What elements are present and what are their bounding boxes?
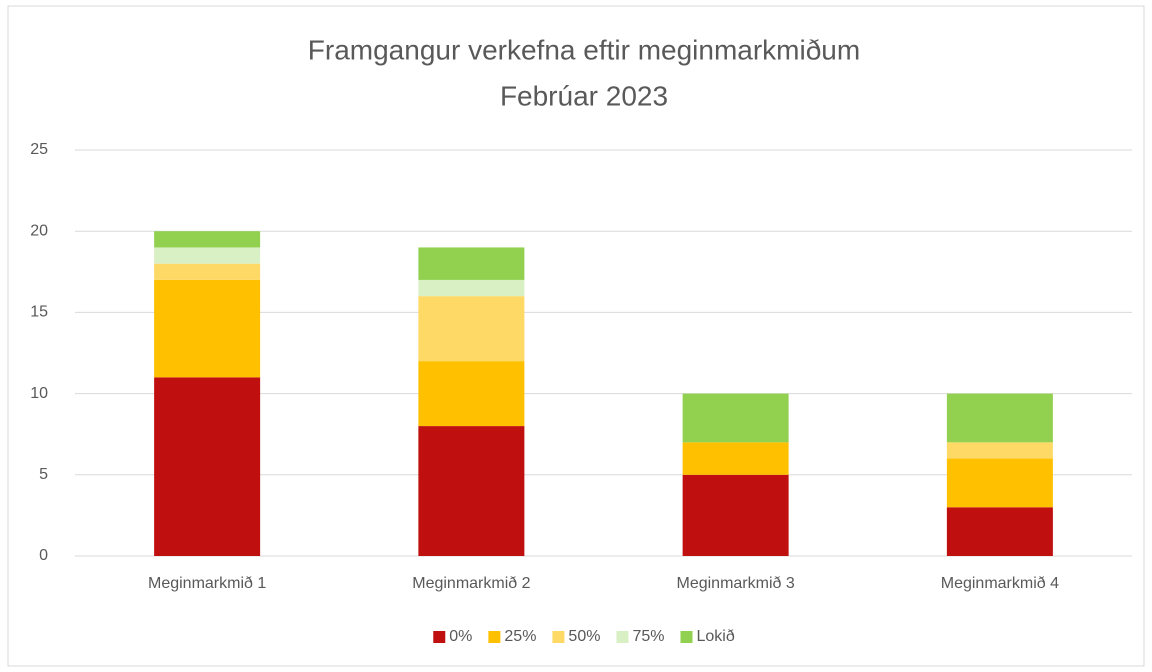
chart-title: Framgangur verkefna eftir meginmarkmiðum bbox=[308, 34, 860, 65]
y-tick-label: 0 bbox=[39, 547, 48, 564]
legend-swatch bbox=[488, 631, 501, 643]
y-tick-label: 15 bbox=[30, 304, 48, 321]
bar-segment bbox=[154, 377, 261, 556]
x-tick-label: Meginmarkmið 3 bbox=[676, 575, 794, 592]
chart-subtitle: Febrúar 2023 bbox=[500, 80, 668, 111]
legend-label: 25% bbox=[504, 628, 536, 645]
y-tick-label: 25 bbox=[30, 141, 48, 158]
x-tick-label: Meginmarkmið 1 bbox=[148, 575, 266, 592]
legend-swatch bbox=[433, 631, 446, 643]
legend-label: 50% bbox=[568, 628, 600, 645]
bar-segment bbox=[154, 263, 261, 280]
legend-label: Lokið bbox=[696, 628, 734, 645]
y-tick-label: 20 bbox=[30, 222, 48, 239]
legend-label: 0% bbox=[449, 628, 472, 645]
bar-segment bbox=[154, 247, 261, 264]
legend: 0% 25% 50% 75% Lokið bbox=[433, 628, 735, 645]
legend-swatch bbox=[616, 631, 629, 643]
bar-segment bbox=[154, 279, 261, 378]
bar-segment bbox=[682, 474, 789, 556]
bar-segment bbox=[682, 393, 789, 443]
bar-segment bbox=[946, 507, 1053, 556]
bar-segment bbox=[418, 296, 525, 362]
bar-segment bbox=[418, 361, 525, 427]
bar-segment bbox=[154, 231, 261, 248]
bar-segment bbox=[682, 442, 789, 475]
bar-segment bbox=[418, 426, 525, 556]
bar-segment bbox=[418, 279, 525, 297]
legend-swatch bbox=[680, 631, 693, 643]
x-tick-label: Meginmarkmið 4 bbox=[941, 575, 1059, 592]
y-tick-label: 10 bbox=[30, 385, 48, 402]
legend-swatch bbox=[552, 631, 565, 643]
bar-segment bbox=[946, 442, 1053, 459]
bar-segment bbox=[418, 247, 525, 280]
bar-segment bbox=[946, 458, 1053, 508]
bar-segment bbox=[946, 393, 1053, 443]
legend-label: 75% bbox=[632, 628, 664, 645]
x-tick-label: Meginmarkmið 2 bbox=[412, 575, 530, 592]
y-tick-label: 5 bbox=[39, 466, 48, 483]
